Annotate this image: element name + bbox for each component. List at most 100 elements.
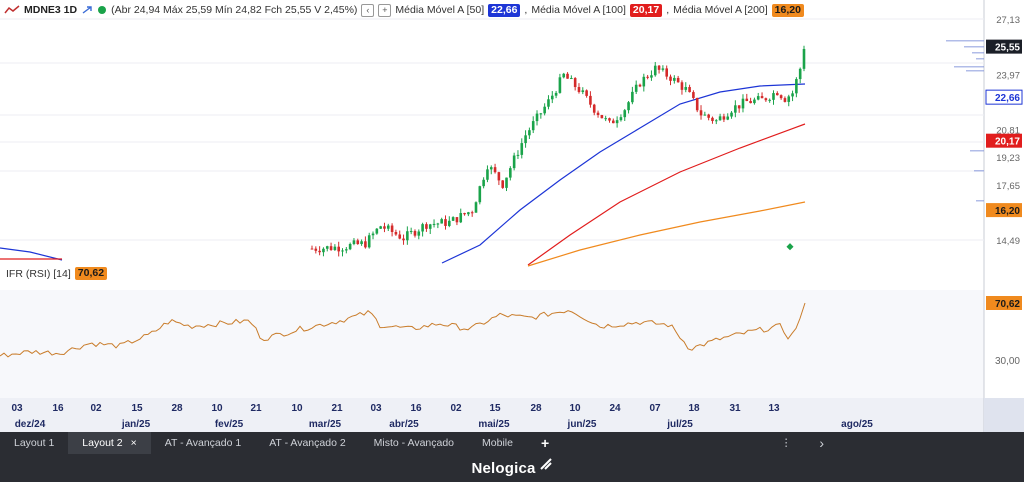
ma100-label[interactable]: Média Móvel A [100] [531,4,626,16]
add-tab-button[interactable]: + [527,432,563,454]
candle [600,115,604,119]
day-tick-label: 13 [768,403,780,414]
volume-profile-bar [966,70,984,72]
tab-layout-1[interactable]: Layout 1 [0,432,68,454]
candle [467,212,470,215]
day-tick-label: 03 [370,403,382,414]
candle [398,234,402,239]
month-tick-label: ago/25 [841,419,873,430]
ma200-label[interactable]: Média Móvel A [200] [673,4,768,16]
candle [360,241,363,245]
collapse-icon[interactable]: ‹ [361,3,375,17]
candle [776,93,779,96]
price-chart[interactable]: 27,13 23,97 20,81 19,23 17,65 14,49 25,55 22,66… [0,0,1024,432]
candle [329,246,333,251]
moving-averages [0,83,806,267]
month-tick-label: mai/25 [478,419,510,430]
candle [623,110,627,118]
candle [402,238,405,241]
candle [722,116,726,120]
candle [604,118,607,120]
chart-header: MDNE3 1D (Abr 24,94 Máx 25,59 Mín 24,82 … [0,0,804,20]
day-tick-label: 28 [530,403,542,414]
add-indicator-icon[interactable]: + [378,3,392,17]
volume-profile-bar [972,52,984,54]
candle [535,113,539,122]
candle [596,112,600,116]
month-tick-label: jul/25 [666,419,693,430]
candle [524,135,527,144]
tab-at-avancado-2[interactable]: AT - Avançado 2 [255,432,359,454]
candle [505,177,508,188]
candle [318,250,321,253]
day-tick-label: 07 [649,403,661,414]
candle [448,220,451,226]
month-tick-label: jun/25 [567,419,597,430]
link-icon[interactable] [81,5,93,15]
rsi-badge [986,296,1022,310]
symbol-label[interactable]: MDNE3 1D [24,4,78,16]
candle [379,226,382,229]
chart-grid [0,0,985,432]
candle [589,95,592,105]
day-tick-label: 24 [609,403,621,414]
day-tick-label: 18 [688,403,700,414]
tab-at-avancado-1[interactable]: AT - Avançado 1 [151,432,255,454]
tab-layout-2[interactable]: Layout 2 × [68,432,151,454]
candle [783,98,787,102]
candle [768,99,771,101]
status-dot-icon [98,6,107,14]
tab-mobile[interactable]: Mobile [468,432,527,454]
candle [375,228,379,234]
rsi-label[interactable]: IFR (RSI) [14] [6,267,71,280]
candle [520,143,524,155]
candle [444,219,447,226]
price-tick-label: 20,81 [996,126,1020,137]
candle [692,92,695,98]
price-badge [986,203,1022,218]
candle [440,219,443,224]
candle [714,120,718,122]
candle [566,73,569,79]
candle [428,224,432,229]
tab-misto-avancado[interactable]: Misto - Avançado [360,432,468,454]
footer-bar: Nelogica [0,454,1024,482]
candle [577,87,581,93]
candle [772,93,775,100]
price-tick-label: 14,49 [996,236,1020,247]
volume-profile-bar [964,46,984,48]
candle [650,75,653,78]
candle [341,250,344,252]
candle [345,249,348,251]
day-tick-label: 21 [331,403,343,414]
tab-label: Layout 2 [82,437,123,449]
candle [394,231,398,235]
rsi-value-badge: 70,62 [74,267,108,280]
candle [688,87,691,93]
tab-label: AT - Avançado 2 [269,437,346,449]
candle [367,235,371,248]
candle [737,105,741,109]
ma50-label[interactable]: Média Móvel A [50] [395,4,485,16]
price-badge [985,89,1023,105]
more-menu-button[interactable]: ⋮ [767,432,806,454]
day-tick-label: 16 [52,403,64,414]
candle [680,82,684,90]
rsi-tick-label: 70,62 [995,299,1020,310]
tab-label: Misto - Avançado [373,437,455,449]
candle [779,95,783,99]
candle [364,241,367,248]
candle [661,68,665,70]
candle [585,90,588,96]
close-icon[interactable]: × [130,437,137,449]
scroll-next-button[interactable]: › [805,432,1024,454]
candle [730,112,733,117]
month-tick-label: dez/24 [15,419,46,430]
candle [539,113,543,115]
candle [749,101,752,104]
price-badge-label: 25,55 [995,43,1020,54]
candle [802,48,806,69]
tab-label: Mobile [482,437,513,449]
candle [612,120,615,124]
tab-label: Layout 1 [14,437,55,449]
